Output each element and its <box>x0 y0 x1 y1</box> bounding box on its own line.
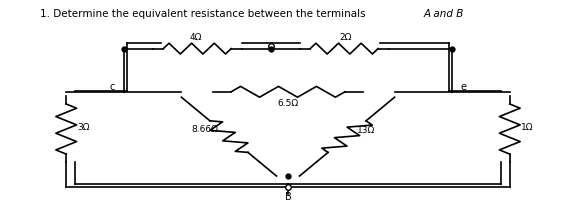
Text: A and B: A and B <box>423 9 464 19</box>
Text: 13Ω: 13Ω <box>357 126 375 135</box>
Text: 6.5Ω: 6.5Ω <box>278 99 298 108</box>
Text: B: B <box>285 192 291 202</box>
Text: 1Ω: 1Ω <box>521 123 533 132</box>
Text: 1. Determine the equivalent resistance between the terminals: 1. Determine the equivalent resistance b… <box>40 9 369 19</box>
Text: 8.66Ω: 8.66Ω <box>191 125 218 134</box>
Text: 3Ω: 3Ω <box>77 123 90 132</box>
Text: 4Ω: 4Ω <box>190 33 202 42</box>
Text: c: c <box>109 83 115 92</box>
Text: 2Ω: 2Ω <box>339 33 352 42</box>
Text: e: e <box>461 83 467 92</box>
